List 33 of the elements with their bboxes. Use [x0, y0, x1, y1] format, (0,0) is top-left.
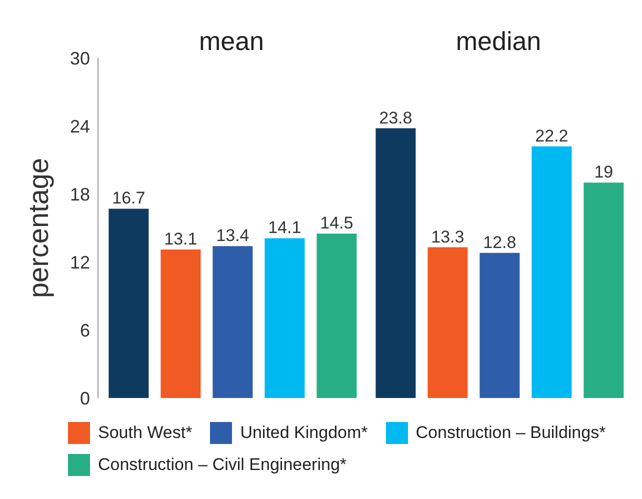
legend-label: South West*: [98, 423, 192, 443]
y-tick-label: 24: [70, 116, 90, 136]
bar: [584, 182, 624, 398]
x-tick-label: median: [456, 26, 542, 56]
y-axis-title: percentage: [22, 158, 54, 298]
y-tick-label: 0: [80, 388, 90, 408]
bar: [316, 234, 357, 398]
bar: [160, 250, 201, 398]
y-tick-label: 18: [70, 184, 90, 204]
data-label: 12.8: [483, 232, 516, 252]
bar: [376, 128, 416, 398]
data-label: 13.3: [431, 227, 464, 246]
bar: [428, 247, 468, 398]
data-label: 14.1: [268, 218, 302, 238]
x-tick-label: mean: [198, 26, 264, 56]
data-label: 13.1: [164, 230, 198, 249]
data-label: 22.2: [535, 126, 568, 146]
data-label: 14.5: [320, 214, 354, 233]
legend-label: United Kingdom*: [240, 423, 368, 443]
data-label: 13.4: [216, 226, 250, 246]
legend-label: Construction – Buildings*: [416, 423, 606, 443]
bar: [532, 146, 572, 398]
y-tick-label: 30: [70, 48, 90, 68]
data-label: 23.8: [379, 108, 412, 128]
bar: [264, 238, 305, 398]
y-tick-label: 12: [70, 252, 90, 272]
bar: [480, 252, 520, 398]
bar: [212, 246, 253, 398]
bar: [108, 208, 149, 398]
data-label: 16.7: [112, 188, 146, 208]
y-tick-label: 6: [80, 320, 90, 340]
legend-label: Construction – Civil Engineering*: [98, 455, 347, 475]
data-label: 19: [594, 162, 614, 182]
